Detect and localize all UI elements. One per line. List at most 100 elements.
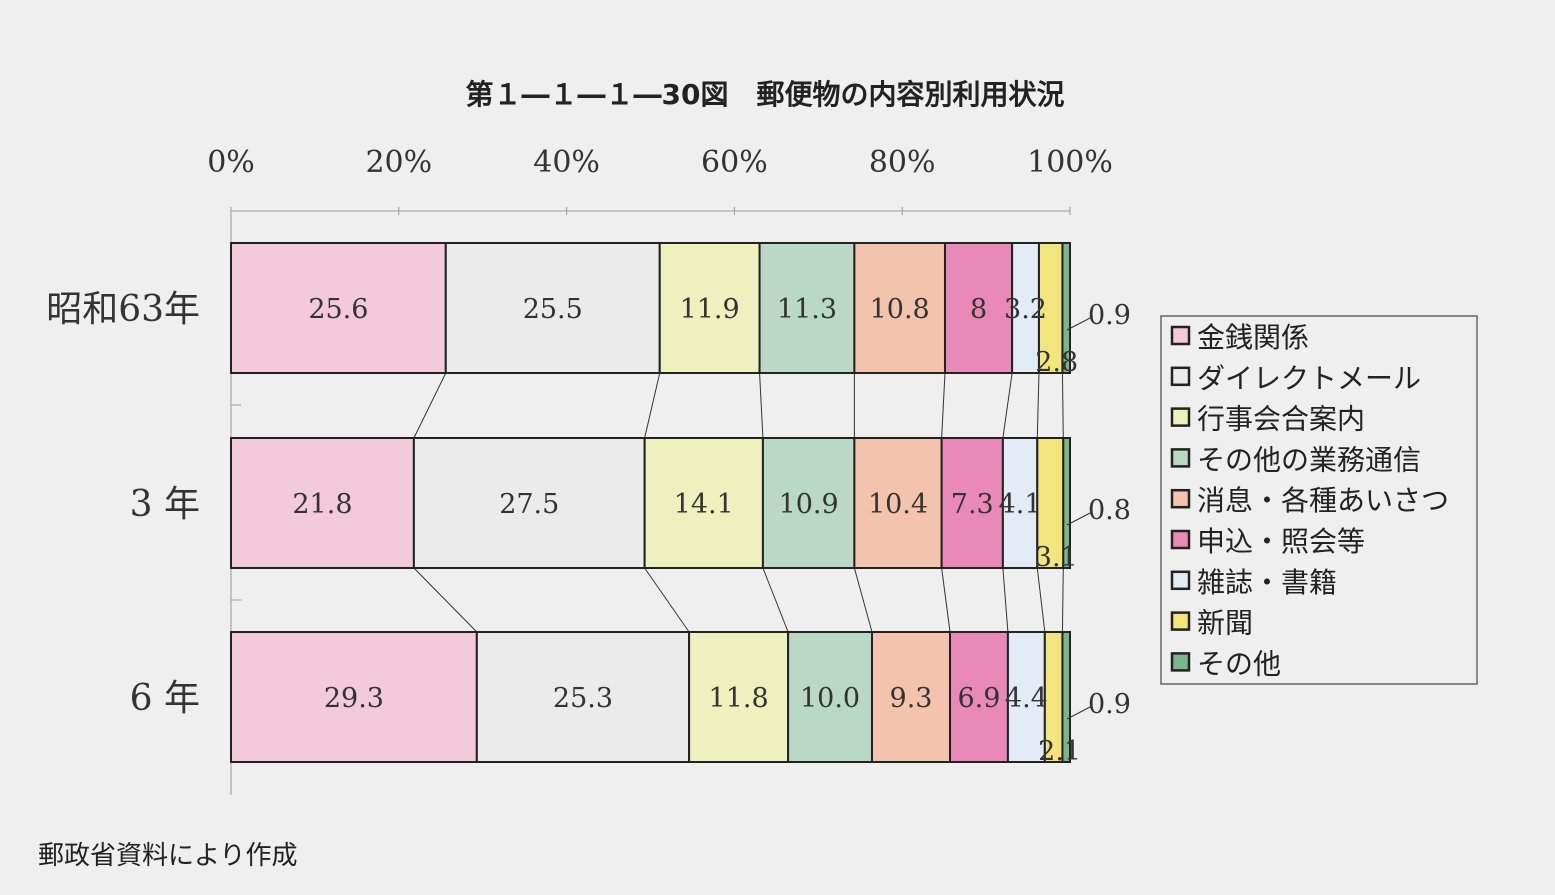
legend-swatch <box>1170 652 1191 672</box>
data-label: 6.9 <box>957 683 1000 714</box>
connector-line <box>762 567 789 633</box>
data-label: 4.4 <box>1005 683 1048 714</box>
connector-line <box>644 567 690 633</box>
data-label: 0.9 <box>1088 689 1131 720</box>
bar-segment <box>230 437 415 569</box>
data-label: 25.3 <box>553 683 613 714</box>
data-label: 2.1 <box>1038 736 1081 767</box>
data-label: 4.1 <box>999 489 1042 520</box>
data-label: 0.9 <box>1088 300 1131 331</box>
data-label: 27.5 <box>499 489 559 520</box>
data-label: 25.6 <box>308 294 368 325</box>
connector-line <box>1002 567 1009 633</box>
legend-swatch <box>1170 448 1191 468</box>
data-label: 0.8 <box>1088 495 1131 526</box>
connector-line <box>1002 372 1013 439</box>
connector-line <box>1061 372 1064 439</box>
legend-label: その他 <box>1197 647 1281 680</box>
x-tick-label: 80% <box>869 145 936 180</box>
bar-segment <box>940 437 1004 569</box>
data-label: 8 <box>970 294 987 325</box>
bar-segment <box>1036 437 1065 569</box>
connector-line <box>413 567 478 633</box>
bar-segment <box>475 631 691 763</box>
category-label: 昭和63年 <box>46 289 200 330</box>
x-tick-label: 20% <box>365 145 432 180</box>
leader-line <box>1066 705 1093 720</box>
data-label: 14.1 <box>674 489 734 520</box>
bar-segment <box>943 242 1014 374</box>
x-tick-label: 60% <box>701 145 768 180</box>
bar-segment <box>1006 631 1046 763</box>
source-note: 郵政省資料により作成 <box>38 841 297 871</box>
connector-line <box>853 567 873 633</box>
bar-segment <box>412 437 646 569</box>
connector-line <box>1036 372 1040 439</box>
connector-line <box>941 372 946 439</box>
category-label: 6 年 <box>130 678 200 719</box>
data-label: 11.9 <box>680 294 740 325</box>
bar-segment <box>643 437 764 569</box>
legend-label: 雑誌・書籍 <box>1197 566 1337 599</box>
legend-label: 行事会合案内 <box>1197 403 1365 436</box>
legend: 金銭関係ダイレクトメール行事会合案内その他の業務通信消息・各種あいさつ申込・照会… <box>1160 315 1478 685</box>
x-tick-label: 0% <box>207 145 255 180</box>
legend-box <box>1160 315 1478 685</box>
data-label: 10.9 <box>779 489 839 520</box>
value-labels: 25.6 25.5 11.9 11.3 10.8 8 3.2 2.8 0.9 21.8 27.5 14… <box>292 294 1131 767</box>
data-label: 10.8 <box>870 294 930 325</box>
data-label: 10.4 <box>868 489 928 520</box>
data-label: 3.1 <box>1035 542 1078 573</box>
legend-swatch <box>1170 366 1191 387</box>
legend-label: ダイレクトメール <box>1197 362 1421 395</box>
legend-swatch <box>1170 611 1191 631</box>
legend-swatch <box>1170 407 1191 427</box>
data-label: 11.8 <box>709 683 769 714</box>
x-tick-label: 100% <box>1027 145 1113 180</box>
bar-segment <box>230 242 447 374</box>
bar-segment <box>444 242 661 374</box>
bar-segment <box>1061 242 1071 374</box>
leader-line <box>1066 316 1093 331</box>
bar-segment <box>1001 437 1039 569</box>
legend-swatch <box>1170 488 1191 509</box>
legend-swatch <box>1170 570 1191 591</box>
bars <box>230 242 1071 763</box>
legend-label: 新聞 <box>1197 607 1253 640</box>
connector-line <box>1061 567 1064 633</box>
x-tick-label: 40% <box>533 145 600 180</box>
data-label: 9.3 <box>890 683 933 714</box>
bar-segment <box>1062 437 1071 569</box>
data-label: 11.3 <box>777 294 837 325</box>
data-label: 10.0 <box>800 683 860 714</box>
bar-segment <box>1011 242 1040 374</box>
bar-segment <box>870 631 952 763</box>
x-axis: 0% 20% 40% 60% 80% 100% 昭和63年 3 年 6 年 <box>46 145 1113 795</box>
legend-label: 金銭関係 <box>1197 321 1309 354</box>
legend-swatch <box>1170 529 1191 550</box>
leader-line <box>1066 511 1093 526</box>
data-label: 25.5 <box>523 294 583 325</box>
connector-line <box>941 567 951 633</box>
category-label: 3 年 <box>130 484 200 525</box>
data-label: 3.2 <box>1004 294 1047 325</box>
bar-segment <box>758 242 856 374</box>
data-label: 21.8 <box>292 489 352 520</box>
bar-segment <box>1061 631 1071 763</box>
connector-lines <box>413 372 1064 633</box>
bar-segment <box>688 631 790 763</box>
legend-label: その他の業務通信 <box>1197 443 1421 476</box>
legend-swatch <box>1170 325 1191 346</box>
bar-segment <box>658 242 761 374</box>
connector-line <box>413 372 447 439</box>
chart-title: 第１―１―１―30図 郵便物の内容別利用状況 <box>466 78 1065 111</box>
bar-segment <box>853 242 946 374</box>
data-label: 2.8 <box>1035 347 1078 378</box>
data-label: 7.3 <box>951 489 994 520</box>
connector-line <box>759 372 764 439</box>
legend-label: 消息・各種あいさつ <box>1197 484 1449 517</box>
legend-label: 申込・照会等 <box>1197 525 1365 558</box>
data-label: 29.3 <box>324 683 384 714</box>
bar-segment <box>230 631 478 763</box>
